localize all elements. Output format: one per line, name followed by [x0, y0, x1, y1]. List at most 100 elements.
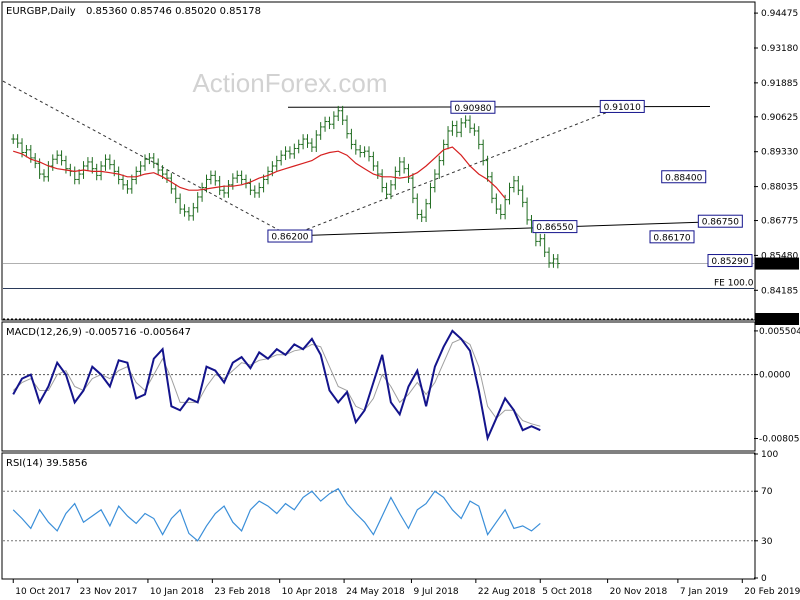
- price-bar: [446, 126, 451, 150]
- price-label-text: 0.86170: [653, 233, 690, 243]
- price-tick-label: 0.91885: [761, 79, 798, 89]
- price-bar: [200, 182, 205, 202]
- price-bar: [380, 169, 385, 193]
- price-label-text: 0.86550: [536, 223, 573, 233]
- price-bar: [217, 175, 222, 196]
- price-tick-label: 0.84185: [761, 286, 798, 296]
- falling-trendline: [2, 80, 291, 237]
- last-price-tag-text: 0.85178: [759, 260, 796, 270]
- time-tick-label: 9 Jul 2018: [413, 587, 458, 597]
- price-bar: [366, 146, 371, 162]
- macd-tick-label: 0.005504: [759, 327, 800, 337]
- price-bar: [213, 170, 218, 186]
- rsi-line: [12, 487, 541, 542]
- price-bar: [77, 169, 82, 185]
- price-tick-label: 0.86775: [761, 217, 798, 227]
- price-bar: [547, 247, 552, 268]
- support-tag-text: 0.83120: [759, 316, 796, 326]
- rsi-gridlines: [3, 490, 754, 542]
- macd-title: MACD(12,26,9) -0.005716 -0.005647: [6, 327, 191, 338]
- price-bar: [481, 139, 486, 166]
- price-label: 0.86550: [532, 220, 578, 234]
- price-bar: [222, 185, 227, 198]
- price-label-box: [599, 99, 645, 113]
- time-tick-label: 23 Nov 2017: [80, 587, 138, 597]
- price-bar: [406, 163, 411, 183]
- fe-label: FE 100.0: [714, 279, 754, 289]
- price-bar: [173, 184, 178, 204]
- price-bar: [125, 179, 130, 194]
- price-bar: [248, 178, 253, 196]
- last-price-tag-bg: [755, 257, 799, 270]
- price-bar: [226, 179, 231, 198]
- price-bar: [485, 155, 490, 182]
- price-bar: [50, 154, 55, 171]
- price-bar: [143, 154, 148, 171]
- price-label-text: 0.85290: [711, 257, 748, 267]
- macd-panel-frame: [1, 321, 756, 452]
- price-bar: [555, 254, 560, 269]
- price-bar: [147, 153, 152, 165]
- sma-line: [13, 146, 506, 199]
- time-tick-label: 20 Feb 2019: [744, 587, 800, 597]
- price-bar: [90, 157, 95, 174]
- price-bar: [252, 185, 257, 198]
- support-tag: 0.83120: [755, 313, 799, 326]
- price-label: 0.86170: [649, 230, 695, 244]
- price-bar: [99, 161, 104, 181]
- price-bar: [498, 204, 503, 220]
- price-bar: [336, 105, 341, 121]
- price-bar: [511, 175, 516, 193]
- price-bar: [467, 115, 472, 134]
- macd-tick-label: -0.00805: [759, 434, 799, 444]
- price-bar: [551, 254, 556, 268]
- price-bar: [103, 154, 108, 171]
- time-tick-label: 20 Nov 2018: [610, 587, 668, 597]
- watermark: ActionForex.com: [192, 68, 387, 98]
- price-bar: [516, 175, 521, 196]
- price-bar: [279, 150, 284, 166]
- time-tick-label: 10 Jan 2018: [150, 587, 204, 597]
- price-tick-label: 0.90625: [761, 113, 798, 123]
- price-bar: [164, 169, 169, 183]
- price-bar: [437, 155, 442, 179]
- price-bar: [195, 192, 200, 213]
- price-label-box: [707, 254, 753, 268]
- macd-tick-label: 0.0000: [759, 371, 791, 381]
- last-price-tag: 0.85178: [755, 257, 799, 270]
- price-bar: [459, 118, 464, 138]
- price-bar: [85, 157, 90, 171]
- rsi-tick-label: 0: [761, 574, 767, 584]
- price-bar: [235, 170, 240, 183]
- price-label: 0.90980: [450, 100, 496, 114]
- price-bar: [107, 154, 112, 170]
- price-bar: [454, 120, 459, 138]
- price-bar: [59, 150, 64, 166]
- price-bar: [41, 169, 46, 182]
- price-y-axis: 0.94475 0.93180 0.91885 0.90625 0.89330 0.880…: [754, 9, 799, 326]
- price-panel-frame: [1, 1, 756, 321]
- price-bar: [450, 120, 455, 136]
- price-bar: [318, 122, 323, 140]
- price-bar: [345, 115, 350, 139]
- rsi-y-axis: 100 70 30 0: [754, 450, 778, 584]
- price-label: 0.86750: [697, 214, 743, 228]
- price-bar: [353, 139, 358, 155]
- price-bar: [538, 233, 543, 247]
- price-bar: [121, 174, 126, 190]
- price-tick-label: 0.94475: [761, 9, 798, 19]
- price-label: 0.91010: [599, 99, 645, 113]
- price-bar: [349, 128, 354, 150]
- price-label-box: [450, 100, 496, 114]
- price-label-text: 0.90980: [454, 104, 491, 114]
- price-bar: [156, 158, 161, 175]
- price-bar: [327, 116, 332, 130]
- price-bar: [309, 138, 314, 152]
- price-bar: [138, 161, 143, 177]
- rsi-tick-label: 30: [761, 537, 773, 547]
- price-bar: [494, 193, 499, 214]
- price-bar: [542, 233, 547, 258]
- symbol-timeframe: EURGBP,Daily: [6, 6, 76, 17]
